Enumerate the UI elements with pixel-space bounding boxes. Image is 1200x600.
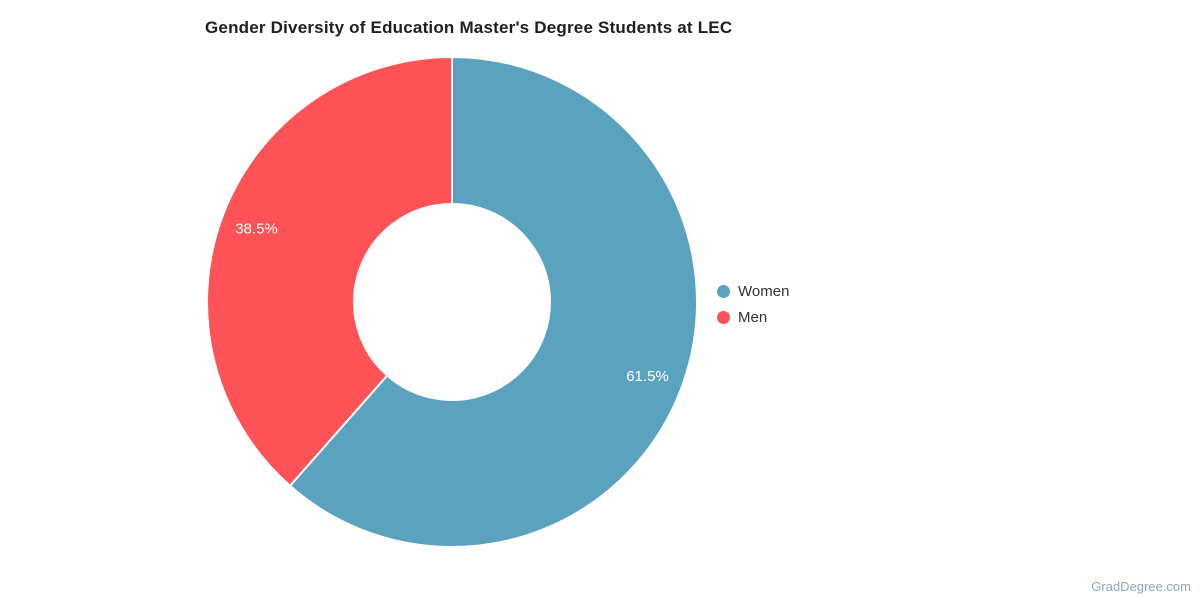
pie-slice-men[interactable] [206,56,453,487]
chart-title: Gender Diversity of Education Master's D… [205,18,733,37]
legend-swatch-women-icon [717,284,730,298]
legend-label-women: Women [738,282,790,300]
credits-watermark[interactable]: GradDegree.com [1091,579,1191,594]
pie-slice-women[interactable] [288,56,698,548]
legend-item-men[interactable]: Men [717,304,789,330]
legend-item-women[interactable]: Women [717,278,789,304]
legend: Women Men [717,278,789,330]
legend-label-men: Men [738,308,768,326]
slice-label-women: 61.5% [626,368,669,385]
legend-swatch-men-icon [717,310,730,324]
slice-label-men: 38.5% [235,220,278,237]
